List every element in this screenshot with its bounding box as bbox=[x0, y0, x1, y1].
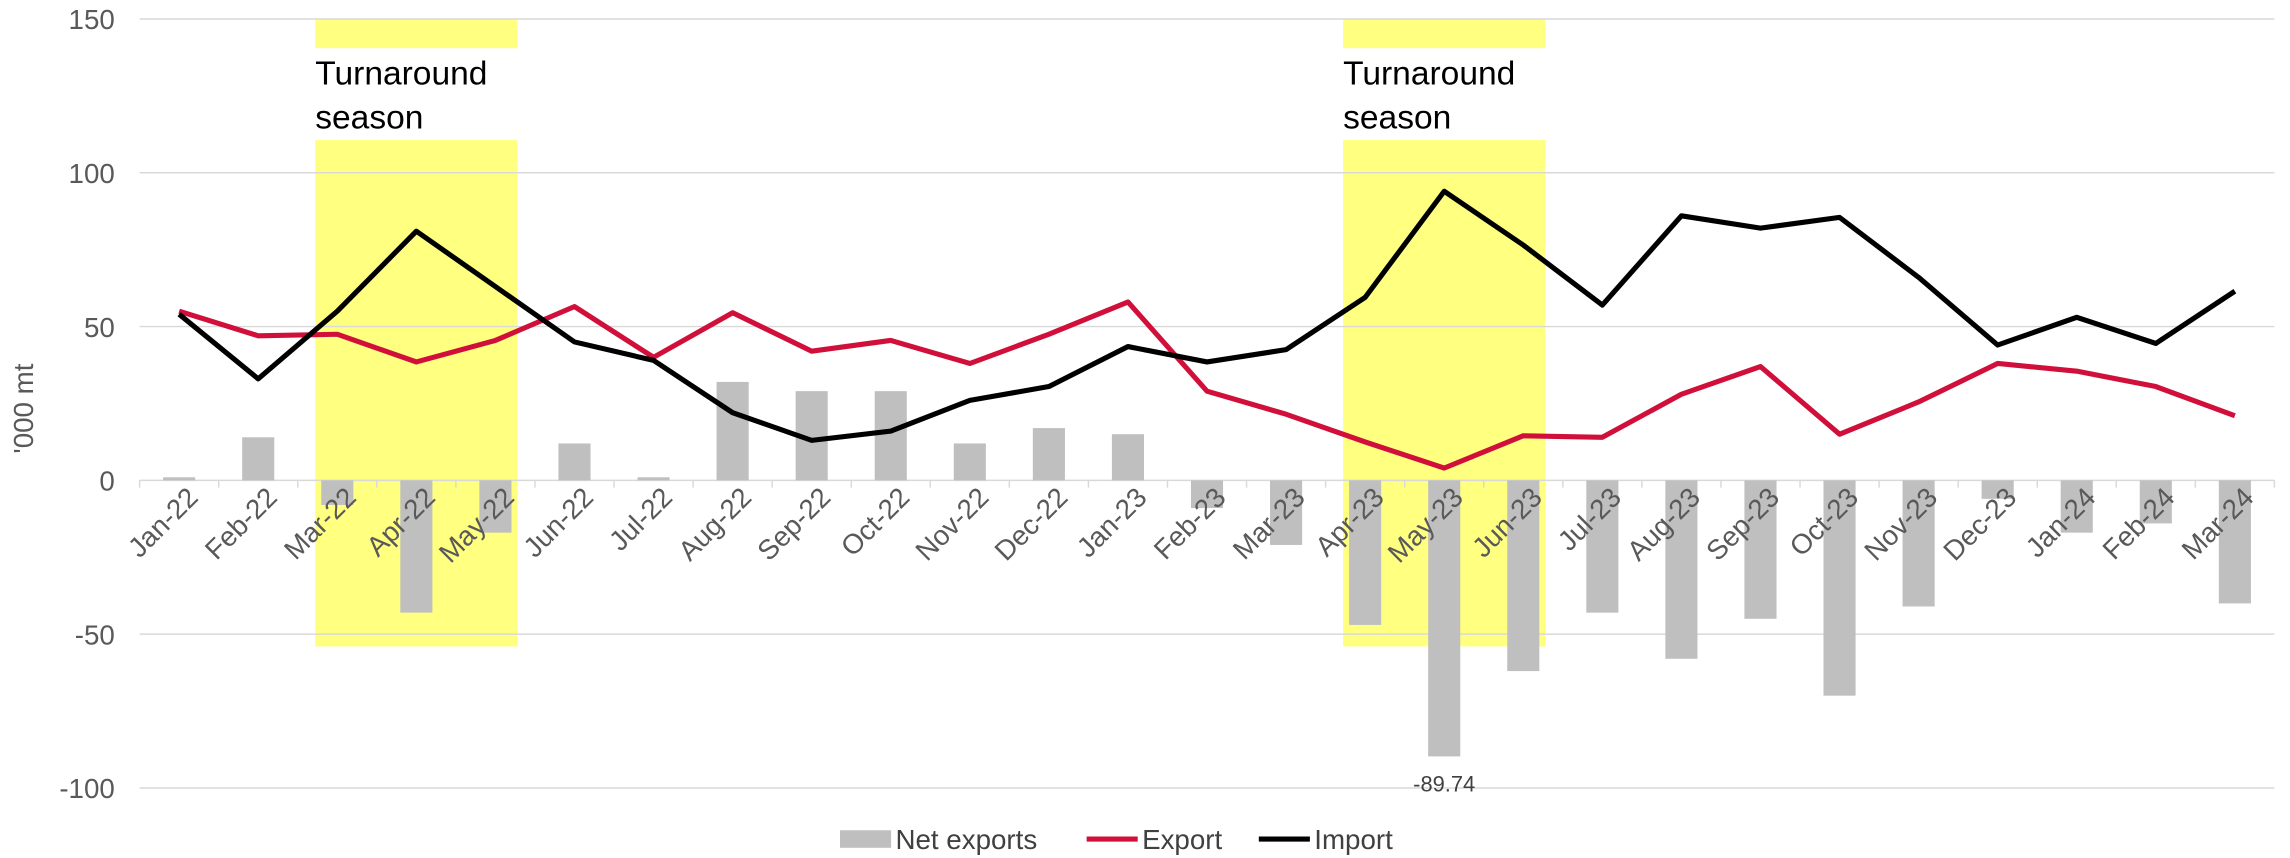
bar bbox=[1744, 480, 1777, 619]
x-tick-label: Jun-22 bbox=[517, 481, 599, 563]
x-tick-label: Feb-23 bbox=[1148, 481, 1232, 565]
bar bbox=[1270, 480, 1303, 545]
bar bbox=[479, 480, 512, 533]
legend-label: Import bbox=[1314, 824, 1393, 855]
annotation-line: season bbox=[1343, 99, 1451, 136]
annotation: Turnaround season bbox=[315, 56, 487, 137]
bar bbox=[637, 477, 670, 481]
x-tick-label: Jan-23 bbox=[1071, 481, 1153, 563]
bar bbox=[874, 391, 907, 481]
y-tick-label: -50 bbox=[75, 619, 115, 650]
y-tick-label: 0 bbox=[99, 466, 114, 497]
y-tick-label: 100 bbox=[69, 158, 115, 189]
line bbox=[177, 188, 2237, 443]
highlight-band bbox=[1343, 18, 1546, 49]
legend-label: Net exports bbox=[895, 824, 1037, 855]
bar bbox=[1507, 480, 1540, 672]
bar bbox=[1902, 480, 1935, 607]
annotation-line: Turnaround bbox=[1343, 56, 1515, 93]
annotation: Turnaround season bbox=[1343, 56, 1515, 137]
bar bbox=[1665, 480, 1698, 659]
bar bbox=[2060, 480, 2093, 533]
bar bbox=[953, 443, 986, 481]
bar bbox=[2139, 480, 2172, 524]
bar bbox=[1190, 480, 1224, 509]
y-axis-label: '000 mt bbox=[8, 363, 39, 453]
x-tick-label: Sep-22 bbox=[751, 481, 836, 566]
bar bbox=[163, 477, 196, 481]
x-tick-label: Jan-22 bbox=[122, 481, 204, 563]
x-tick-label: Jul-22 bbox=[603, 481, 678, 556]
bar bbox=[1032, 428, 1065, 481]
bar bbox=[1111, 434, 1145, 481]
x-tick-label: Aug-22 bbox=[672, 481, 757, 566]
bar bbox=[1586, 480, 1619, 613]
bar bbox=[716, 381, 749, 481]
x-tick-label: Dec-22 bbox=[988, 481, 1073, 566]
highlight-band bbox=[315, 18, 518, 49]
y-tick-label: 50 bbox=[84, 312, 115, 343]
data-label: -89.74 bbox=[1413, 771, 1475, 796]
x-tick-label: Oct-22 bbox=[835, 481, 916, 562]
bar bbox=[1349, 480, 1382, 625]
bar bbox=[242, 437, 275, 481]
annotation-line: Turnaround bbox=[315, 56, 487, 93]
bar bbox=[321, 480, 354, 505]
bar bbox=[1428, 480, 1461, 757]
bar bbox=[2218, 480, 2251, 604]
bar bbox=[1981, 480, 2014, 499]
bar bbox=[558, 443, 591, 481]
annotation-line: season bbox=[315, 99, 423, 136]
line bbox=[178, 299, 2236, 471]
y-tick-label: 150 bbox=[69, 4, 115, 35]
x-tick-label: Dec-23 bbox=[1937, 481, 2022, 566]
legend-label: Export bbox=[1142, 824, 1222, 855]
bar bbox=[400, 480, 433, 613]
x-tick-label: Feb-22 bbox=[199, 481, 283, 565]
legend-swatch bbox=[840, 830, 892, 848]
bar bbox=[1823, 480, 1856, 696]
y-tick-label: -100 bbox=[59, 773, 114, 804]
x-tick-label: Nov-22 bbox=[909, 481, 994, 566]
